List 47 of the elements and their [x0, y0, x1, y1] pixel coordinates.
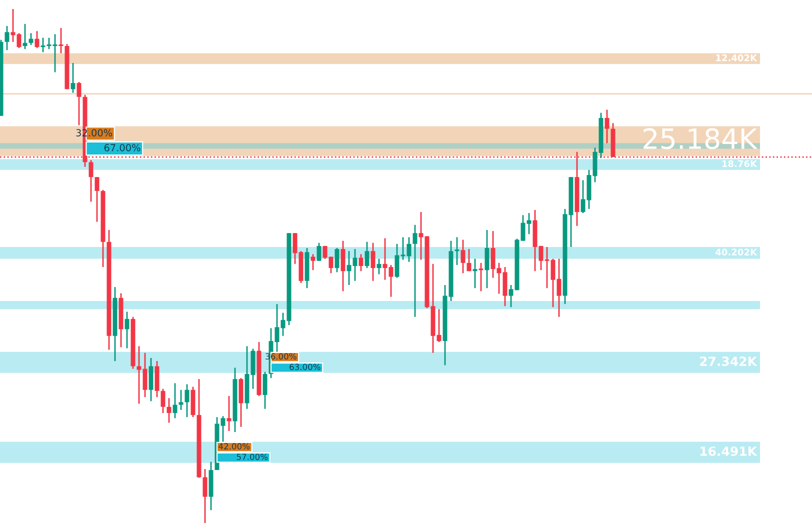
candlestick — [70, 62, 76, 94]
candlestick — [124, 311, 130, 349]
candlestick — [10, 8, 16, 43]
candlestick — [460, 239, 466, 274]
annotation: 67.00% — [104, 144, 140, 152]
candlestick — [94, 176, 100, 222]
candlestick — [454, 236, 460, 266]
candlestick — [34, 30, 40, 49]
candlestick — [310, 253, 316, 271]
candlestick — [160, 388, 166, 414]
candlestick — [76, 81, 82, 126]
band-label: 40.202K — [716, 248, 758, 256]
band-label: 18.76K — [722, 160, 758, 168]
candlestick — [376, 258, 382, 275]
candlestick — [262, 371, 268, 410]
candlestick — [466, 248, 472, 272]
candlestick — [166, 397, 172, 424]
candlestick — [340, 240, 346, 292]
candlestick — [364, 241, 370, 269]
annotation: 63.00% — [290, 364, 320, 370]
candlestick — [178, 389, 184, 411]
candlestick — [502, 266, 508, 307]
band-label: 27.342K — [700, 356, 758, 366]
candlestick — [418, 211, 424, 261]
band-label: 16.491K — [700, 446, 758, 456]
candlestick — [148, 357, 154, 402]
annotation: 42.00% — [218, 443, 250, 450]
candlestick — [490, 230, 496, 279]
candlestick — [58, 27, 64, 54]
candlestick — [604, 109, 610, 144]
candlestick — [412, 224, 418, 318]
candlestick — [316, 242, 322, 262]
candlestick — [478, 262, 484, 292]
candlestick — [394, 243, 400, 279]
candlestick — [136, 345, 142, 404]
candlestick — [484, 229, 490, 289]
candlestick — [226, 395, 232, 432]
candlestick — [88, 159, 94, 202]
candlestick — [358, 253, 364, 272]
annotation: 57.00% — [236, 454, 268, 460]
candlestick — [28, 32, 34, 46]
band-label: 12.402K — [716, 54, 758, 62]
candlestick — [22, 23, 28, 50]
candlestick — [16, 32, 22, 49]
candlestick — [172, 382, 178, 419]
candlestick — [202, 468, 208, 524]
candlestick — [4, 25, 10, 51]
